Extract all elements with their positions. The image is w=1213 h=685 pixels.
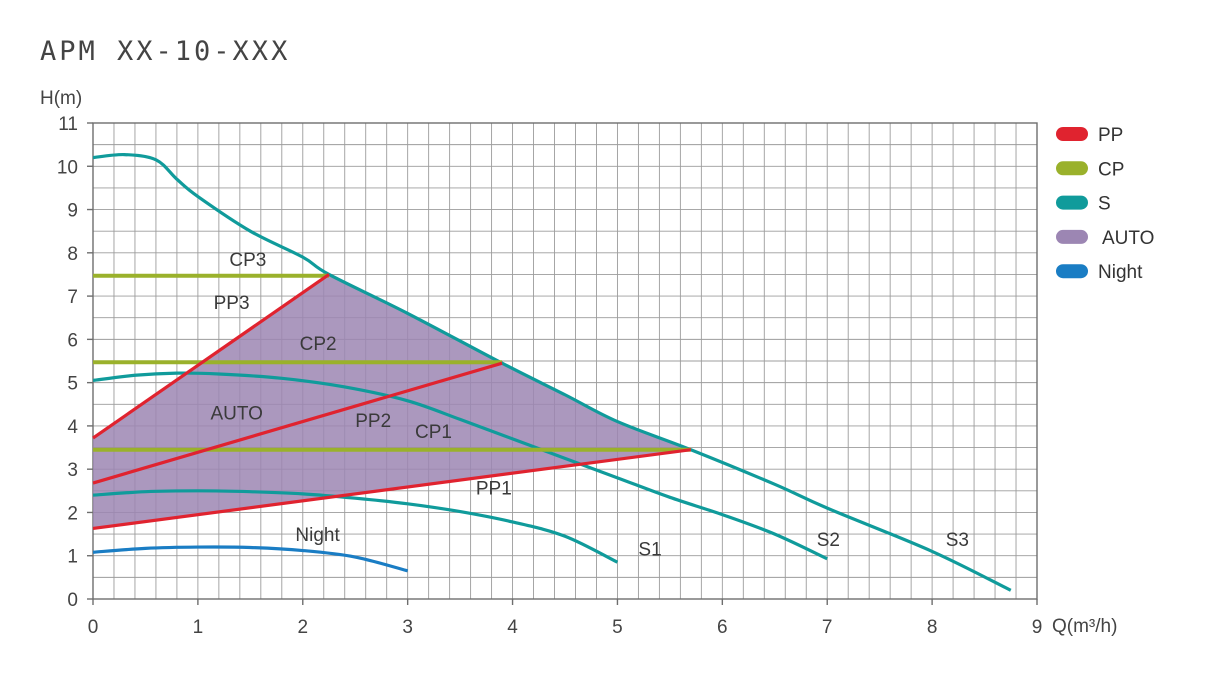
y-axis-label: H(m): [40, 88, 82, 109]
y-tick-label: 2: [67, 503, 78, 524]
curve-labels: CP3 PP3 CP2 AUTO PP2 CP1 PP1 Night S1 S2 S3: [210, 250, 969, 561]
y-tick-label: 5: [67, 374, 78, 395]
series-s1: [92, 489, 619, 564]
x-tick-label: 4: [507, 617, 518, 638]
legend-swatch-pp: [1056, 127, 1088, 141]
series-pp2: [92, 361, 503, 485]
label-pp2: PP2: [355, 411, 391, 432]
y-tick-label: 4: [67, 417, 78, 438]
y-tick-label: 8: [67, 244, 78, 265]
legend-label-cp: CP: [1098, 159, 1124, 180]
y-tick-labels: 0 1 2 3 4 5 6 7 8 9 10 11: [57, 114, 79, 611]
x-tick-label: 0: [88, 617, 99, 638]
x-tick-label: 1: [193, 617, 204, 638]
label-night: Night: [295, 525, 340, 546]
label-s1: S1: [638, 540, 661, 561]
y-tick-label: 0: [67, 590, 78, 611]
legend: PP CP S AUTO Night: [1056, 125, 1154, 283]
label-s2: S2: [817, 530, 840, 551]
legend-swatch-night: [1056, 264, 1088, 279]
label-auto: AUTO: [210, 403, 262, 424]
label-pp3: PP3: [214, 293, 250, 314]
y-tick-label: 10: [57, 157, 78, 178]
x-tick-label: 6: [717, 617, 728, 638]
label-cp2: CP2: [300, 334, 337, 355]
legend-label-s: S: [1098, 194, 1111, 215]
x-tick-label: 5: [612, 617, 623, 638]
series-s3: [92, 152, 1012, 592]
series-pp1: [92, 448, 692, 531]
label-cp1: CP1: [415, 422, 452, 443]
legend-label-pp: PP: [1098, 125, 1123, 146]
legend-swatch-s: [1056, 195, 1088, 210]
series-layer: [92, 152, 1012, 592]
x-tick-label: 8: [927, 617, 938, 638]
y-tick-label: 3: [67, 460, 78, 481]
label-pp1: PP1: [476, 478, 512, 499]
series-night: [92, 545, 409, 573]
y-tick-label: 1: [67, 547, 78, 568]
y-tick-label: 9: [67, 201, 78, 222]
x-axis-label: Q(m³/h): [1052, 616, 1117, 637]
label-cp3: CP3: [229, 250, 266, 271]
label-s3: S3: [946, 530, 969, 551]
legend-swatch-auto: [1056, 229, 1088, 244]
x-tick-label: 9: [1032, 617, 1043, 638]
series-pp3: [92, 273, 330, 440]
x-tick-labels: 0 1 2 3 4 5 6 7 8 9: [88, 617, 1043, 638]
y-tick-label: 7: [67, 287, 78, 308]
auto-region-layer: [93, 274, 691, 529]
x-tick-label: 3: [402, 617, 413, 638]
legend-label-night: Night: [1098, 262, 1143, 283]
y-tick-label: 11: [58, 114, 78, 135]
x-tick-label: 2: [297, 617, 308, 638]
x-tick-label: 7: [822, 617, 833, 638]
chart-title: APM XX-10-XXX: [40, 36, 290, 67]
legend-label-auto: AUTO: [1102, 228, 1154, 249]
legend-swatch-cp: [1056, 161, 1088, 176]
auto-region: [93, 274, 691, 529]
y-tick-label: 6: [67, 330, 78, 351]
